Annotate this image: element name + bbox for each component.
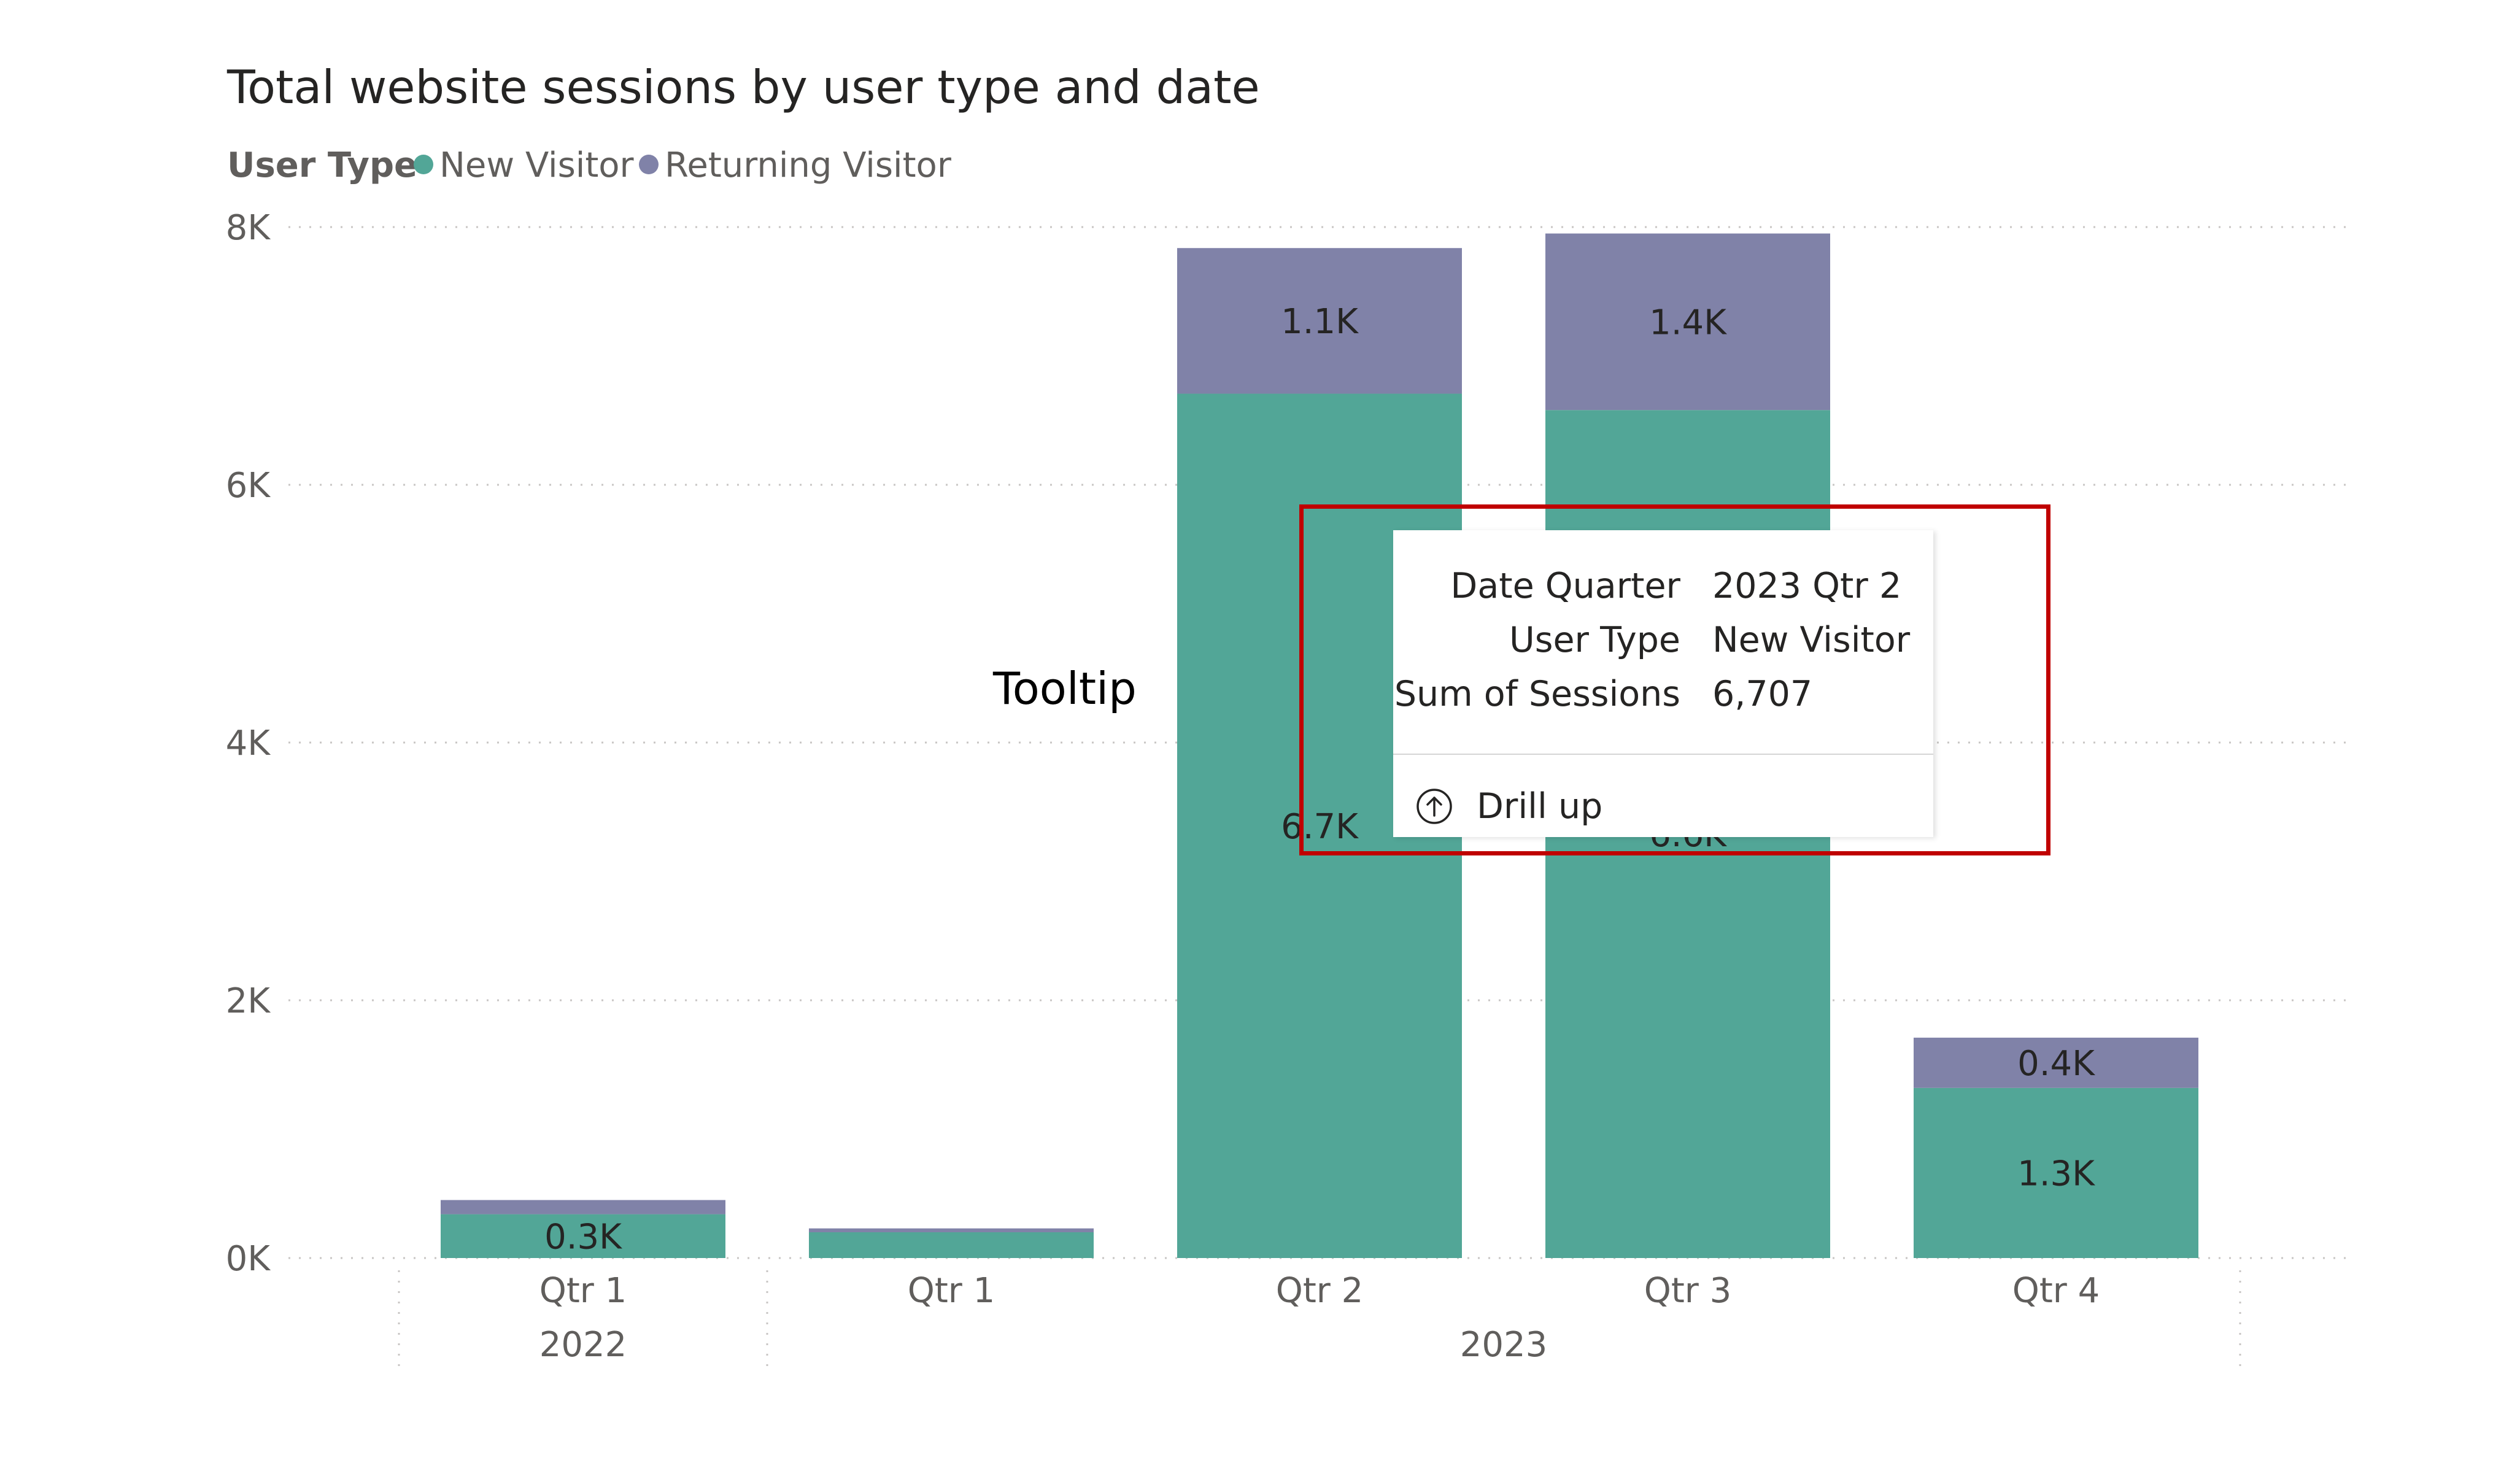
bar-labels: 0.3K6.7K1.1K6.6K1.4K1.3K0.4K [544,302,2095,1257]
tooltip-key: Sum of Sessions [1394,674,1680,714]
tooltip-value: 6,707 [1712,674,1813,714]
tooltip-divider [1393,754,1933,755]
tooltip-row-date-quarter: Date Quarter 2023 Qtr 2 [1393,566,1933,615]
arrow-up-circle-icon [1417,789,1452,824]
legend-item-new-visitor[interactable]: New Visitor [439,145,635,185]
y-tick-label: 2K [226,981,271,1021]
drill-up-button[interactable]: Drill up [1415,782,1602,831]
legend: User Type New Visitor Returning Visitor [227,145,952,185]
tooltip: Date Quarter 2023 Qtr 2 User Type New Vi… [1393,530,1933,837]
x-tick-label: Qtr 3 [1644,1271,1732,1311]
x-tick-label: Qtr 2 [1276,1271,1364,1311]
y-tick-label: 8K [226,208,271,248]
bar-new-visitor [441,1214,725,1258]
legend-title: User Type [227,145,417,185]
data-label: 1.4K [1649,303,1727,342]
legend-marker-new-visitor [414,155,433,174]
x-tick-label: Qtr 4 [2012,1271,2100,1311]
bar-new-visitor [809,1232,1094,1258]
y-tick-label: 4K [226,724,271,763]
x-tick-label: Qtr 1 [908,1271,995,1311]
drill-up-label: Drill up [1477,786,1603,827]
data-label: 0.3K [544,1217,622,1257]
legend-marker-returning-visitor [639,155,659,174]
tooltip-key: User Type [1509,620,1680,660]
x-group-label: 2022 [539,1325,627,1365]
data-label: 0.4K [2017,1044,2095,1084]
bar-returning-visitor [1545,233,1830,411]
x-axis-separators [398,1270,2241,1375]
annotation-label: Tooltip [993,663,1137,714]
bar-returning-visitor [1914,1037,2198,1088]
y-tick-label: 0K [226,1239,271,1279]
x-group-label: 2023 [1460,1325,1548,1365]
bar-new-visitor [1914,1087,2198,1258]
data-label: 6.7K [1281,807,1359,847]
tooltip-row-user-type: User Type New Visitor [1393,620,1933,669]
tooltip-value: New Visitor [1712,620,1911,660]
data-label: 1.3K [2017,1154,2095,1194]
bar-returning-visitor [1177,248,1462,394]
tooltip-value: 2023 Qtr 2 [1712,566,1902,606]
tooltip-row-sum-of-sessions: Sum of Sessions 6,707 [1393,674,1933,723]
bar-returning-visitor [441,1200,725,1214]
chart-title: Total website sessions by user type and … [226,60,1260,114]
legend-item-returning-visitor[interactable]: Returning Visitor [665,145,952,185]
annotation-box [1299,504,2050,855]
tooltip-key: Date Quarter [1450,566,1680,606]
data-label: 1.1K [1281,302,1359,342]
x-tick-label: Qtr 1 [539,1271,627,1311]
y-tick-label: 6K [226,466,271,506]
x-axis: Qtr 1 Qtr 1 Qtr 2 Qtr 3 Qtr 4 2022 2023 [539,1271,2100,1365]
bar-returning-visitor [809,1228,1094,1232]
y-axis: 0K 2K 4K 6K 8K [226,208,271,1279]
